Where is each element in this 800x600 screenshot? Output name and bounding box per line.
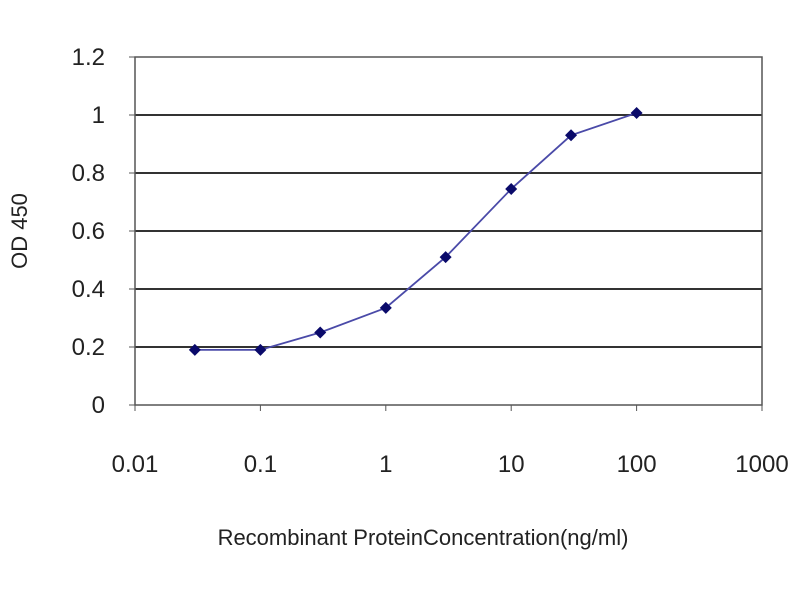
y-tick-label: 0.8 xyxy=(72,160,105,187)
x-tick-label: 10 xyxy=(498,451,525,478)
data-point xyxy=(505,182,518,195)
data-point xyxy=(439,251,452,264)
y-tick-label: 0.4 xyxy=(72,276,105,303)
data-point xyxy=(379,301,392,314)
data-point xyxy=(188,343,201,356)
gridlines xyxy=(135,114,762,348)
x-tick-label: 1000 xyxy=(735,451,788,478)
x-axis-label: Recombinant ProteinConcentration(ng/ml) xyxy=(218,525,629,550)
series-markers xyxy=(188,106,643,356)
x-tick-label: 100 xyxy=(617,451,657,478)
x-axis-ticks: 0.01 0.1 1 10 100 1000 xyxy=(112,405,789,478)
data-point xyxy=(254,343,267,356)
y-tick-label: 1.2 xyxy=(72,44,105,71)
y-tick-label: 1 xyxy=(92,102,105,129)
series-line xyxy=(194,112,637,351)
x-tick-label: 1 xyxy=(379,451,392,478)
data-point xyxy=(314,326,327,339)
x-tick-label: 0.1 xyxy=(244,451,277,478)
y-axis-ticks: 0 0.2 0.4 0.6 0.8 1 1.2 xyxy=(72,44,135,419)
y-axis-label: OD 450 xyxy=(7,193,32,269)
x-tick-label: 0.01 xyxy=(112,451,159,478)
y-tick-label: 0.2 xyxy=(72,334,105,361)
y-tick-label: 0 xyxy=(92,392,105,419)
data-point xyxy=(630,106,643,119)
data-point xyxy=(565,129,578,142)
y-tick-label: 0.6 xyxy=(72,218,105,245)
